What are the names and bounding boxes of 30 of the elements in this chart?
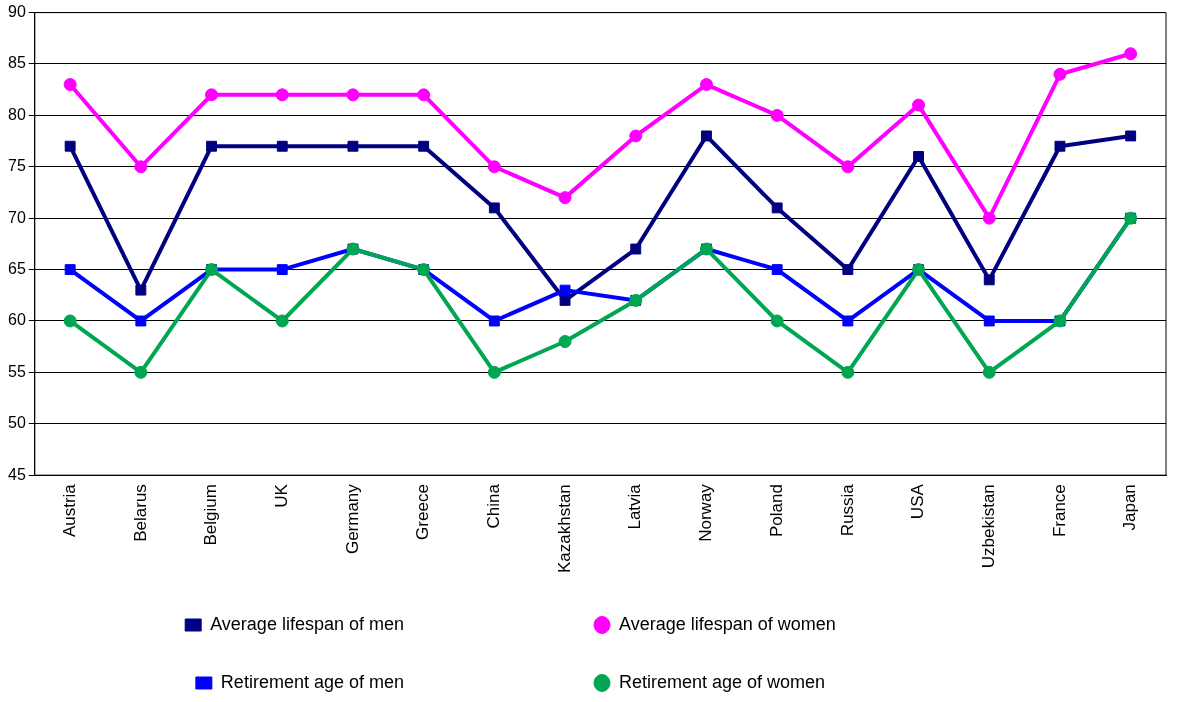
x-tick-label: Russia [837,483,857,537]
x-tick-label: Poland [766,484,786,538]
x-tick-label: Greece [413,484,433,540]
y-tick-label: 80 [8,105,26,123]
y-tick-label: 85 [8,54,26,72]
x-tick-label: USA [908,483,928,520]
x-tick-label: Austria [59,483,79,538]
x-tick-label: Kazakhstan [554,484,574,574]
legend-label: Average lifespan of men [210,613,554,634]
y-tick-label: 55 [8,362,26,380]
x-tick-label: Japan [1120,484,1140,531]
x-tick-label: China [484,483,504,529]
x-tick-label: Uzbekistan [978,484,998,569]
x-tick-label: Germany [342,483,362,555]
legend-label: Retirement age of men [220,671,554,692]
y-tick-label: 60 [8,311,26,329]
x-tick-label: UK [271,483,291,508]
legend-label: Retirement age of women [619,671,976,692]
x-tick-label: Norway [696,483,716,542]
y-tick-label: 90 [8,3,26,21]
y-tick-label: 50 [8,414,26,432]
x-tick-label: Latvia [625,483,645,530]
x-tick-label: Belarus [130,484,150,542]
x-tick-label: France [1049,484,1069,538]
y-tick-label: 70 [8,208,26,226]
y-tick-label: 65 [8,259,26,277]
y-tick-label: 45 [8,465,26,483]
legend-label: Average lifespan of women [619,613,986,634]
y-tick-label: 75 [8,157,26,175]
x-tick-label: Belgium [201,484,221,546]
